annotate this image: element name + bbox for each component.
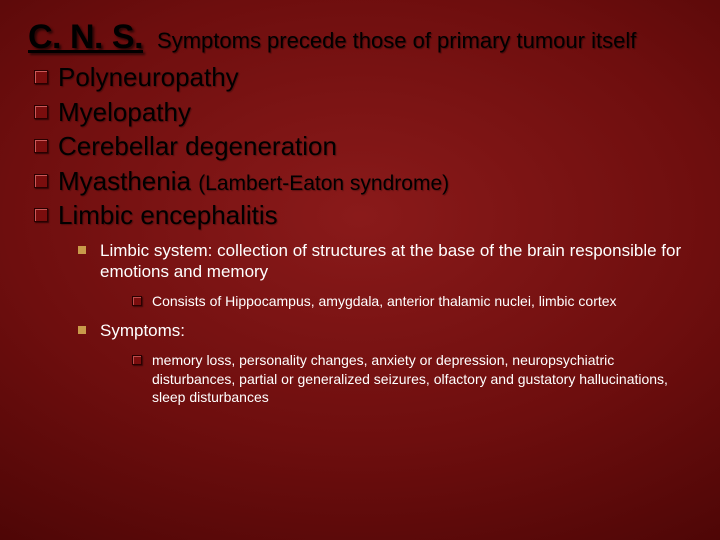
list-item: Cerebellar degeneration	[34, 130, 692, 163]
sub-sub-list: memory loss, personality changes, anxiet…	[28, 351, 692, 406]
list-item: Myasthenia (Lambert-Eaton syndrome)	[34, 165, 692, 198]
slide-title: C. N. S.	[28, 18, 143, 57]
list-item-text: Symptoms:	[100, 320, 185, 341]
list-item: memory loss, personality changes, anxiet…	[132, 351, 692, 406]
sub-list: Limbic system: collection of structures …	[28, 240, 692, 283]
list-item-text: Polyneuropathy	[58, 61, 239, 94]
square-bullet-icon	[34, 208, 48, 222]
list-item: Consists of Hippocampus, amygdala, anter…	[132, 292, 692, 310]
slide: C. N. S. Symptoms precede those of prima…	[0, 0, 720, 540]
square-bullet-icon	[34, 105, 48, 119]
square-bullet-icon	[132, 296, 142, 306]
square-bullet-icon	[34, 139, 48, 153]
item-main: Myasthenia	[58, 166, 198, 196]
sub-list: Symptoms:	[28, 320, 692, 341]
square-bullet-icon	[132, 355, 142, 365]
list-item: Limbic encephalitis	[34, 199, 692, 232]
list-item-text: memory loss, personality changes, anxiet…	[152, 351, 692, 406]
list-item-text: Limbic system: collection of structures …	[100, 240, 692, 283]
sub-sub-list: Consists of Hippocampus, amygdala, anter…	[28, 292, 692, 310]
list-item: Polyneuropathy	[34, 61, 692, 94]
list-item-text: Consists of Hippocampus, amygdala, anter…	[152, 292, 617, 310]
list-item-text: Myelopathy	[58, 96, 191, 129]
square-bullet-small-icon	[78, 326, 86, 334]
list-item-text: Myasthenia (Lambert-Eaton syndrome)	[58, 165, 449, 198]
list-item: Limbic system: collection of structures …	[78, 240, 692, 283]
square-bullet-small-icon	[78, 246, 86, 254]
list-item: Myelopathy	[34, 96, 692, 129]
list-item-text: Cerebellar degeneration	[58, 130, 337, 163]
title-row: C. N. S. Symptoms precede those of prima…	[28, 18, 692, 57]
main-list: Polyneuropathy Myelopathy Cerebellar deg…	[28, 61, 692, 232]
list-item: Symptoms:	[78, 320, 692, 341]
item-paren: (Lambert-Eaton syndrome)	[198, 172, 449, 195]
square-bullet-icon	[34, 174, 48, 188]
list-item-text: Limbic encephalitis	[58, 199, 278, 232]
slide-subtitle: Symptoms precede those of primary tumour…	[157, 28, 636, 54]
square-bullet-icon	[34, 70, 48, 84]
